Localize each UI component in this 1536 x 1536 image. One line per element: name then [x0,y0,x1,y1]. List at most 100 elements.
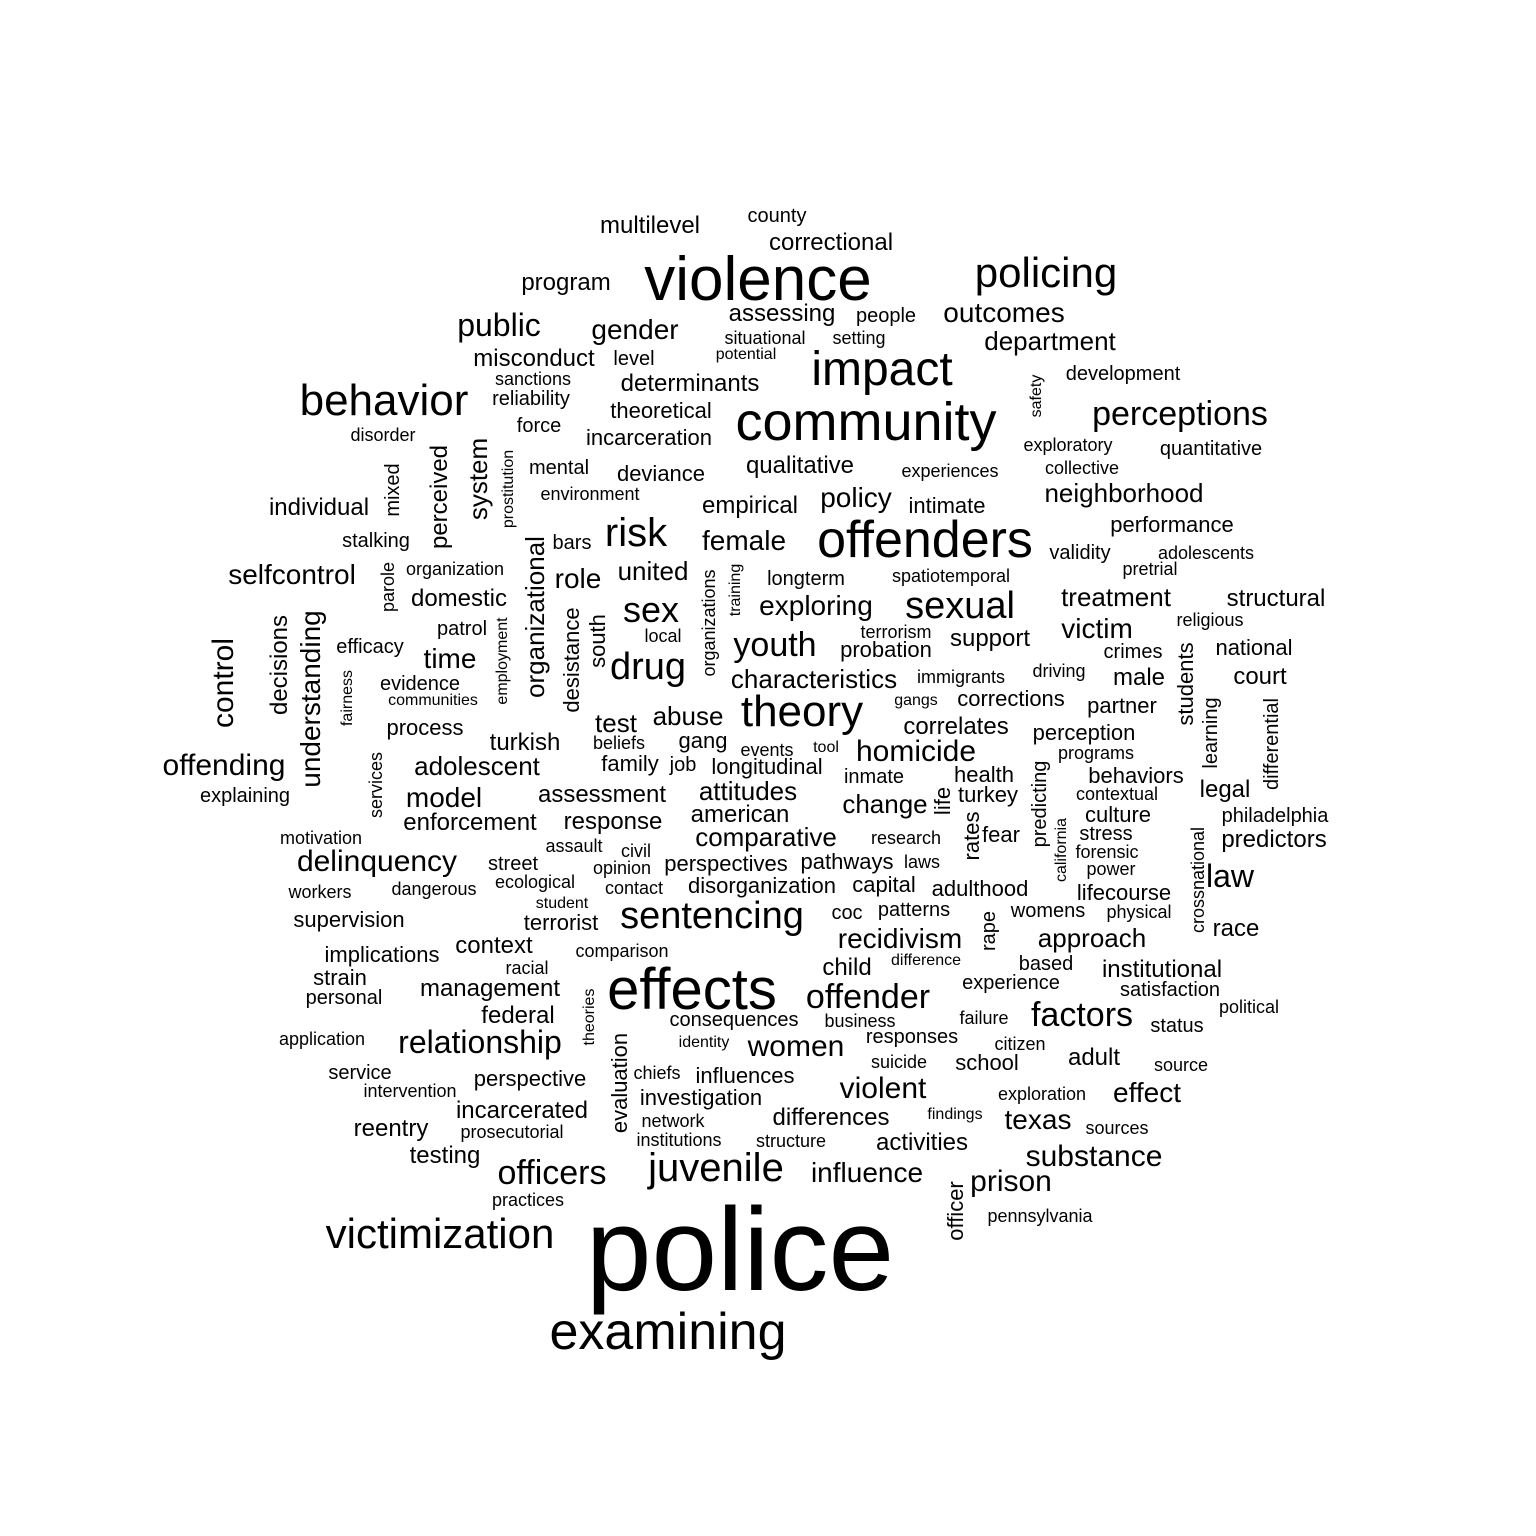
cloud-word-abuse: abuse [652,701,724,731]
cloud-word-fairness: fairness [339,669,356,727]
cloud-word-student: student [535,895,589,912]
cloud-word-experience: experience [962,972,1060,994]
cloud-word-family: family [601,751,659,776]
cloud-word-adult: adult [1067,1044,1121,1071]
cloud-word-context: context [455,932,533,959]
cloud-word-supervision: supervision [293,907,405,932]
cloud-word-theory: theory [740,687,864,736]
cloud-word-turkey: turkey [958,782,1018,807]
cloud-word-county: county [747,205,807,227]
cloud-word-womens: womens [1010,900,1086,922]
cloud-word-civil: civil [621,841,651,861]
cloud-word-legal: legal [1199,776,1251,803]
cloud-word-dangerous: dangerous [391,879,477,899]
cloud-word-events: events [740,740,794,760]
cloud-word-identity: identity [678,1034,730,1051]
cloud-word-assault: assault [545,836,603,856]
cloud-word-misconduct: misconduct [473,345,595,372]
cloud-word-political: political [1218,997,1280,1017]
cloud-word-development: development [1065,363,1181,385]
cloud-word-application: application [278,1029,366,1049]
cloud-word-perception: perception [1032,720,1136,745]
cloud-word-collective: collective [1044,458,1120,478]
cloud-word-coc: coc [831,902,863,924]
cloud-word-influence: influence [810,1157,924,1188]
cloud-word-failure: failure [959,1008,1009,1028]
cloud-word-difference: difference [891,952,961,969]
cloud-word-programs: programs [1057,743,1135,763]
cloud-word-rates: rates [959,811,984,861]
cloud-word-testing: testing [409,1142,481,1169]
cloud-word-pennsylvania: pennsylvania [987,1206,1093,1226]
cloud-word-driving: driving [1032,661,1086,681]
cloud-word-factors: factors [1030,996,1134,1034]
cloud-word-philadelphia: philadelphia [1221,805,1329,827]
cloud-word-prosecutorial: prosecutorial [460,1122,564,1142]
cloud-word-sex: sex [622,589,680,630]
cloud-word-characteristics: characteristics [730,664,898,694]
cloud-word-lifecourse: lifecourse [1076,880,1172,905]
cloud-word-national: national [1215,635,1293,660]
cloud-word-policing: policing [974,249,1118,296]
cloud-word-employment: employment [494,617,511,705]
cloud-word-pathways: pathways [800,849,894,874]
cloud-word-network: network [641,1111,705,1131]
cloud-word-pretrial: pretrial [1122,559,1178,579]
cloud-word-differences: differences [772,1104,890,1131]
cloud-word-gender: gender [591,314,679,345]
cloud-word-federal: federal [481,1002,555,1029]
cloud-word-tool: tool [813,739,839,756]
cloud-word-decisions: decisions [266,614,293,716]
cloud-word-delinquency: delinquency [296,845,458,878]
cloud-word-approach: approach [1037,923,1147,953]
cloud-word-behaviors: behaviors [1088,763,1184,788]
cloud-word-adolescents: adolescents [1157,543,1255,563]
cloud-word-empirical: empirical [701,492,799,519]
cloud-word-contact: contact [604,878,664,898]
cloud-word-environment: environment [540,484,640,504]
cloud-word-strain: strain [313,965,367,990]
cloud-word-force: force [516,415,562,437]
cloud-word-culture: culture [1084,802,1152,827]
cloud-word-women: women [747,1030,845,1063]
cloud-word-adulthood: adulthood [931,876,1029,901]
cloud-word-based: based [1018,953,1074,975]
cloud-word-enforcement: enforcement [403,809,537,836]
cloud-word-situational: situational [724,328,806,348]
cloud-word-effect: effect [1113,1077,1181,1108]
cloud-word-desistance: desistance [559,607,584,713]
cloud-word-correlates: correlates [903,713,1009,740]
cloud-word-workers: workers [288,882,352,902]
cloud-word-fear: fear [982,822,1020,847]
cloud-word-racial: racial [505,958,549,978]
cloud-word-race: race [1212,915,1260,942]
cloud-word-implications: implications [324,942,440,967]
cloud-word-terrorist: terrorist [523,910,599,935]
cloud-word-public: public [457,307,541,343]
cloud-word-recidivism: recidivism [837,923,963,954]
cloud-word-contextual: contextual [1075,784,1159,804]
cloud-word-school: school [955,1050,1019,1075]
cloud-word-safety: safety [1028,374,1045,418]
cloud-word-status: status [1150,1015,1204,1037]
cloud-word-change: change [842,789,928,819]
cloud-word-mixed: mixed [382,463,404,517]
cloud-word-community: community [735,392,997,452]
cloud-word-qualitative: qualitative [745,452,855,479]
cloud-word-female: female [701,525,787,556]
cloud-word-male: male [1112,664,1166,691]
cloud-word-support: support [949,625,1031,652]
cloud-word-training: training [727,563,744,617]
cloud-word-religious: religious [1176,610,1244,630]
cloud-word-officer: officer [943,1181,968,1241]
cloud-word-capital: capital [852,872,916,897]
cloud-word-longterm: longterm [767,568,845,590]
cloud-word-evaluation: evaluation [607,1032,632,1134]
cloud-word-stalking: stalking [342,530,410,552]
cloud-word-predicting: predicting [1029,760,1051,848]
cloud-word-practices: practices [491,1190,565,1210]
cloud-word-institutional: institutional [1101,956,1223,983]
cloud-word-influences: influences [695,1063,795,1088]
cloud-word-evidence: evidence [379,673,461,695]
